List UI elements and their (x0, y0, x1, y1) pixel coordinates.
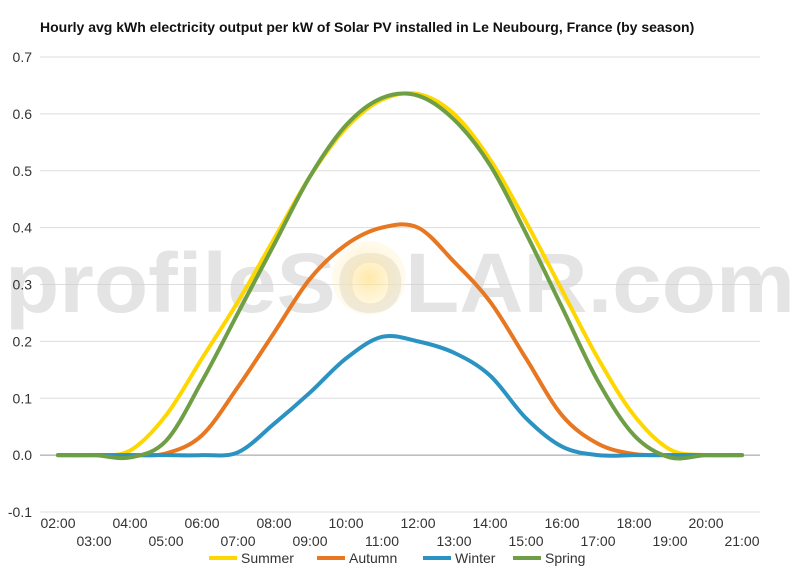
x-tick-label: 03:00 (76, 533, 111, 549)
x-tick-label: 09:00 (292, 533, 327, 549)
legend: Summer Autumn Winter Spring (209, 550, 585, 566)
x-tick-label: 20:00 (688, 515, 723, 531)
legend-label-winter: Winter (455, 550, 496, 566)
y-axis-ticks: -0.1 0.0 0.1 0.2 0.3 0.4 0.5 0.6 0.7 (8, 49, 32, 520)
y-tick-label: 0.1 (13, 390, 33, 406)
y-tick-label: 0.2 (13, 333, 33, 349)
sun-icon (332, 241, 406, 315)
x-tick-label: 07:00 (220, 533, 255, 549)
series-line-spring (56, 91, 744, 461)
x-tick-label: 18:00 (616, 515, 651, 531)
x-tick-label: 10:00 (328, 515, 363, 531)
x-tick-label: 08:00 (256, 515, 291, 531)
y-tick-label: 0.7 (13, 49, 33, 65)
x-tick-label: 16:00 (544, 515, 579, 531)
x-tick-label: 12:00 (400, 515, 435, 531)
y-tick-label: 0.6 (13, 106, 33, 122)
legend-label-spring: Spring (545, 550, 585, 566)
legend-label-autumn: Autumn (349, 550, 397, 566)
legend-label-summer: Summer (241, 550, 294, 566)
series-line-winter (56, 333, 744, 458)
series-lines (56, 91, 744, 461)
x-tick-label: 19:00 (652, 533, 687, 549)
x-tick-label: 04:00 (112, 515, 147, 531)
chart-title: Hourly avg kWh electricity output per kW… (40, 19, 695, 35)
x-tick-label: 14:00 (472, 515, 507, 531)
y-tick-label: -0.1 (8, 504, 32, 520)
x-tick-label: 02:00 (40, 515, 75, 531)
x-tick-label: 15:00 (508, 533, 543, 549)
x-tick-label: 17:00 (580, 533, 615, 549)
x-tick-label: 13:00 (436, 533, 471, 549)
y-tick-label: 0.0 (13, 447, 33, 463)
x-tick-label: 05:00 (148, 533, 183, 549)
series-line-autumn (56, 222, 744, 458)
y-tick-label: 0.3 (13, 277, 33, 293)
y-tick-label: 0.5 (13, 163, 33, 179)
y-tick-label: 0.4 (13, 220, 33, 236)
x-tick-label: 11:00 (365, 533, 399, 549)
x-tick-label: 06:00 (184, 515, 219, 531)
x-axis-ticks: 02:0003:0004:0005:0006:0007:0008:0009:00… (40, 515, 759, 549)
x-tick-label: 21:00 (724, 533, 759, 549)
